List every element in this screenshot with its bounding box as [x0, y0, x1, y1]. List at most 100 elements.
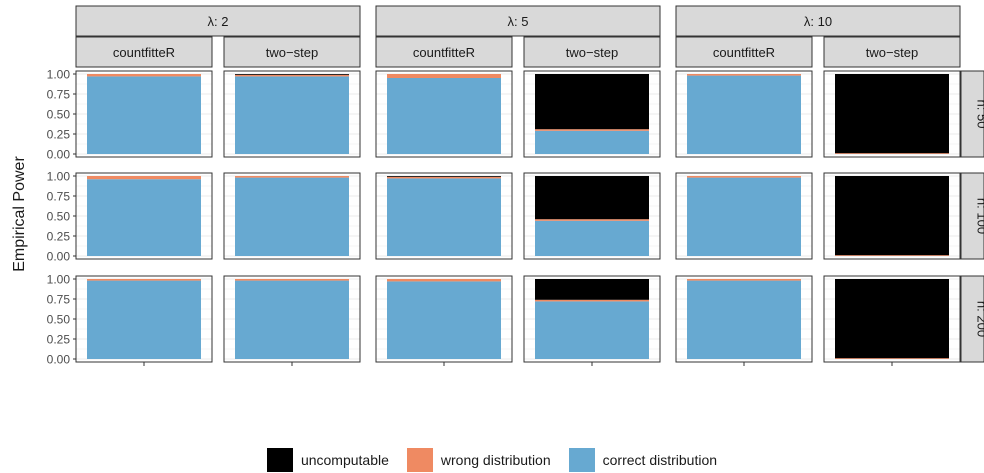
- strip-5: [375, 5, 661, 37]
- bar-correct-distribution-n-200-5-countfitter: [387, 281, 501, 359]
- bar-wrong-distribution-n-100-5-two-step: [535, 219, 649, 221]
- strip-method-5: [823, 36, 961, 68]
- legend-swatch-correct-distribution: [568, 448, 595, 472]
- strip-method-1: [223, 36, 361, 68]
- strip-n-50: [960, 70, 984, 158]
- y-tick-label-n-50-0: 0.00: [47, 148, 71, 162]
- strip-label-5: λ: 5: [508, 14, 529, 29]
- strip-n-200: [960, 275, 984, 363]
- bar-correct-distribution-n-50-5-countfitter: [387, 78, 501, 154]
- panel-n-50-10-countfitter-border: [675, 70, 813, 158]
- bar-uncomputable-n-200-5-two-step: [535, 279, 649, 300]
- bar-wrong-distribution-n-200-10-two-step: [835, 358, 949, 359]
- strip-n-100: [960, 172, 984, 260]
- strip-label-2: λ: 2: [208, 14, 229, 29]
- panel-n-100-5-countfitter-border: [375, 172, 513, 260]
- panel-n-50-10-two-step-border: [823, 70, 961, 158]
- legend-item-correct-distribution: correct distribution: [568, 448, 718, 472]
- bar-uncomputable-n-200-10-two-step: [835, 279, 949, 359]
- bar-wrong-distribution-n-100-2-countfitter: [87, 176, 201, 180]
- bar-correct-distribution-n-50-2-countfitter: [87, 76, 201, 154]
- bar-uncomputable-n-50-10-two-step: [835, 74, 949, 154]
- bar-wrong-distribution-n-50-2-countfitter: [87, 74, 201, 77]
- strip-10: [675, 5, 961, 37]
- bar-correct-distribution-n-200-2-two-step: [235, 280, 349, 359]
- panel-n-100-10-countfitter-border: [675, 172, 813, 260]
- bar-wrong-distribution-n-100-2-two-step: [235, 176, 349, 178]
- bar-correct-distribution-n-100-2-two-step: [235, 177, 349, 256]
- bar-uncomputable-n-50-5-two-step: [535, 74, 649, 130]
- y-tick-label-n-50-2: 0.50: [47, 108, 71, 122]
- bar-wrong-distribution-n-100-5-countfitter: [387, 176, 501, 179]
- bar-correct-distribution-n-200-10-countfitter: [687, 280, 801, 359]
- bar-wrong-distribution-n-50-2-two-step: [235, 74, 349, 77]
- strip-label-countfitter-4: countfitteR: [713, 45, 775, 60]
- strip-method-2: [375, 36, 513, 68]
- y-tick-label-n-100-3: 0.75: [47, 190, 71, 204]
- bar-correct-distribution-n-50-10-countfitter: [687, 75, 801, 154]
- legend-item-uncomputable: uncomputable: [266, 448, 389, 472]
- y-tick-label-n-200-4: 1.00: [47, 273, 71, 287]
- strip-label-two-step-5: two−step: [866, 45, 918, 60]
- bar-uncomputable-n-100-5-countfitter: [387, 176, 501, 177]
- y-tick-label-n-200-1: 0.25: [47, 333, 71, 347]
- legend-label-correct-distribution: correct distribution: [602, 452, 718, 468]
- panel-n-100-10-two-step-border: [823, 172, 961, 260]
- y-tick-label-n-50-3: 0.75: [47, 88, 71, 102]
- bar-wrong-distribution-n-200-2-countfitter: [87, 279, 201, 281]
- legend-label-wrong-distribution: wrong distribution: [440, 452, 551, 468]
- panel-n-100-2-two-step-border: [223, 172, 361, 260]
- bar-uncomputable-n-50-2-two-step: [235, 74, 349, 75]
- strip-label-countfitter-2: countfitteR: [413, 45, 475, 60]
- strip-method-0: [75, 36, 213, 68]
- bar-wrong-distribution-n-200-5-countfitter: [387, 279, 501, 282]
- strip-method-4: [675, 36, 813, 68]
- y-tick-label-n-100-4: 1.00: [47, 170, 71, 184]
- bar-wrong-distribution-n-200-5-two-step: [535, 299, 649, 302]
- panel-n-50-2-two-step-border: [223, 70, 361, 158]
- faceted-bar-chart: Empirical Power λ: 2 λ: 5 λ: 10 countfitteR…: [11, 5, 984, 367]
- strip-label-n-50: n: 50: [975, 100, 984, 129]
- y-tick-label-n-200-2: 0.50: [47, 313, 71, 327]
- bar-correct-distribution-n-100-5-two-step: [535, 220, 649, 256]
- y-tick-label-n-50-4: 1.00: [47, 68, 71, 82]
- bar-correct-distribution-n-100-10-countfitter: [687, 177, 801, 256]
- legend-swatch-wrong-distribution: [406, 448, 433, 472]
- strip-label-countfitter-0: countfitteR: [113, 45, 175, 60]
- bar-correct-distribution-n-200-5-two-step: [535, 301, 649, 359]
- bar-wrong-distribution-n-100-10-countfitter: [687, 176, 801, 178]
- bar-correct-distribution-n-200-2-countfitter: [87, 280, 201, 359]
- panel-n-50-5-two-step-border: [523, 70, 661, 158]
- bar-wrong-distribution-n-50-5-two-step: [535, 129, 649, 131]
- bar-correct-distribution-n-100-2-countfitter: [87, 179, 201, 256]
- strip-label-n-100: n: 100: [975, 198, 984, 234]
- bar-correct-distribution-n-50-5-two-step: [535, 130, 649, 154]
- bar-wrong-distribution-n-50-10-two-step: [835, 153, 949, 154]
- bar-correct-distribution-n-50-2-two-step: [235, 76, 349, 154]
- y-tick-label-n-100-0: 0.00: [47, 250, 71, 264]
- y-tick-label-n-100-2: 0.50: [47, 210, 71, 224]
- panel-n-50-5-countfitter-border: [375, 70, 513, 158]
- bar-uncomputable-n-100-10-two-step: [835, 176, 949, 256]
- bar-uncomputable-n-100-5-two-step: [535, 176, 649, 220]
- strip-label-two-step-1: two−step: [266, 45, 318, 60]
- bar-wrong-distribution-n-200-2-two-step: [235, 279, 349, 281]
- bar-wrong-distribution-n-100-10-two-step: [835, 255, 949, 256]
- y-tick-label-n-100-1: 0.25: [47, 230, 71, 244]
- legend-label-uncomputable: uncomputable: [300, 452, 389, 468]
- strip-method-3: [523, 36, 661, 68]
- strip-label-two-step-3: two−step: [566, 45, 618, 60]
- strip-label-10: λ: 10: [804, 14, 832, 29]
- bar-wrong-distribution-n-50-5-countfitter: [387, 74, 501, 78]
- y-tick-label-n-50-1: 0.25: [47, 128, 71, 142]
- strip-2: [75, 5, 361, 37]
- legend-item-wrong-distribution: wrong distribution: [406, 448, 551, 472]
- y-axis-label: Empirical Power: [11, 156, 28, 272]
- legend: uncomputable wrong distribution correct …: [0, 447, 984, 473]
- legend-swatch-uncomputable: [266, 448, 293, 472]
- y-tick-label-n-200-0: 0.00: [47, 353, 71, 367]
- bar-correct-distribution-n-100-5-countfitter: [387, 178, 501, 256]
- bar-wrong-distribution-n-50-10-countfitter: [687, 74, 801, 76]
- y-tick-label-n-200-3: 0.75: [47, 293, 71, 307]
- strip-label-n-200: n: 200: [975, 301, 984, 337]
